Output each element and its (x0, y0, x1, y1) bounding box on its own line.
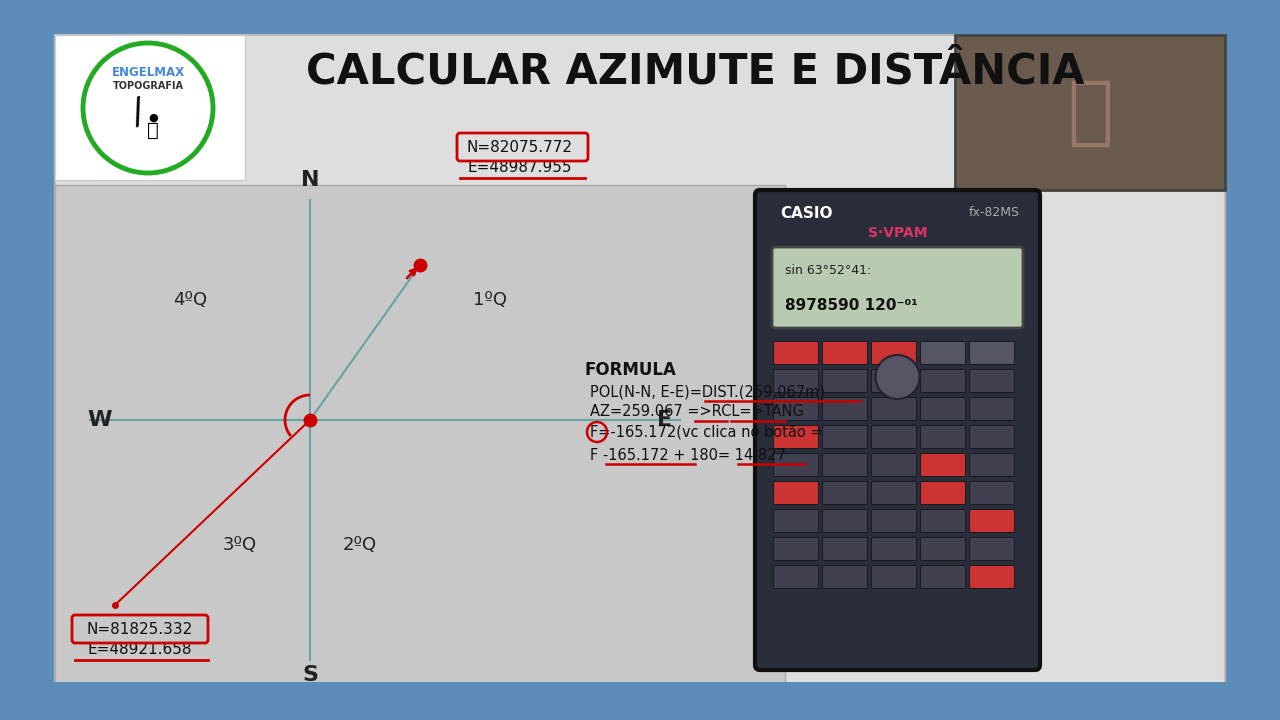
FancyBboxPatch shape (773, 565, 818, 588)
FancyBboxPatch shape (920, 482, 965, 505)
FancyBboxPatch shape (823, 482, 868, 505)
Text: ENGELMAX: ENGELMAX (111, 66, 184, 78)
FancyBboxPatch shape (920, 454, 965, 477)
FancyBboxPatch shape (823, 426, 868, 449)
FancyBboxPatch shape (755, 190, 1039, 670)
Text: CASIO: CASIO (780, 205, 832, 220)
Text: 4ºQ: 4ºQ (173, 291, 207, 309)
FancyBboxPatch shape (0, 0, 1280, 25)
FancyBboxPatch shape (773, 341, 818, 364)
FancyBboxPatch shape (969, 454, 1015, 477)
FancyBboxPatch shape (823, 565, 868, 588)
FancyBboxPatch shape (969, 397, 1015, 420)
FancyBboxPatch shape (772, 247, 1023, 328)
FancyBboxPatch shape (872, 369, 916, 392)
FancyBboxPatch shape (823, 454, 868, 477)
FancyBboxPatch shape (773, 454, 818, 477)
FancyBboxPatch shape (872, 565, 916, 588)
Text: N=81825.332: N=81825.332 (87, 623, 193, 637)
FancyBboxPatch shape (0, 682, 1280, 720)
FancyBboxPatch shape (969, 482, 1015, 505)
Text: AZ=259.067 =>RCL=>TANG: AZ=259.067 =>RCL=>TANG (590, 405, 804, 420)
FancyBboxPatch shape (872, 426, 916, 449)
Text: 2ºQ: 2ºQ (343, 536, 378, 554)
Text: N: N (301, 170, 319, 190)
Circle shape (876, 355, 919, 399)
Text: F=-165.172(vc clica no botão =: F=-165.172(vc clica no botão = (590, 425, 823, 439)
Text: S·VPAM: S·VPAM (868, 226, 927, 240)
FancyBboxPatch shape (955, 35, 1225, 190)
Text: S: S (302, 665, 317, 685)
Text: 8978590 120⁻⁰¹: 8978590 120⁻⁰¹ (785, 297, 918, 312)
FancyBboxPatch shape (773, 369, 818, 392)
Text: E=48921.658: E=48921.658 (88, 642, 192, 657)
FancyBboxPatch shape (969, 510, 1015, 533)
FancyBboxPatch shape (823, 510, 868, 533)
FancyBboxPatch shape (872, 397, 916, 420)
FancyBboxPatch shape (872, 538, 916, 560)
FancyBboxPatch shape (872, 454, 916, 477)
Text: CALCULAR AZIMUTE E DISTÂNCIA: CALCULAR AZIMUTE E DISTÂNCIA (306, 51, 1084, 93)
Text: F -165.172 + 180= 14.827: F -165.172 + 180= 14.827 (590, 448, 786, 462)
Text: E: E (658, 410, 672, 430)
Text: W: W (88, 410, 113, 430)
Text: E=48987.955: E=48987.955 (467, 161, 572, 176)
FancyBboxPatch shape (55, 185, 785, 685)
Text: 1ºQ: 1ºQ (474, 291, 507, 309)
FancyBboxPatch shape (920, 397, 965, 420)
FancyBboxPatch shape (920, 510, 965, 533)
FancyBboxPatch shape (55, 35, 1225, 685)
FancyBboxPatch shape (872, 482, 916, 505)
FancyBboxPatch shape (969, 538, 1015, 560)
FancyBboxPatch shape (920, 426, 965, 449)
Text: 👤: 👤 (1068, 76, 1112, 150)
FancyBboxPatch shape (920, 369, 965, 392)
FancyBboxPatch shape (920, 565, 965, 588)
FancyBboxPatch shape (969, 565, 1015, 588)
FancyBboxPatch shape (55, 35, 244, 180)
FancyBboxPatch shape (872, 341, 916, 364)
Text: 3ºQ: 3ºQ (223, 536, 257, 554)
FancyBboxPatch shape (823, 341, 868, 364)
FancyBboxPatch shape (969, 341, 1015, 364)
Text: ●: ● (148, 113, 157, 123)
FancyBboxPatch shape (920, 341, 965, 364)
Text: /: / (128, 94, 148, 130)
Text: TOPOGRAFIA: TOPOGRAFIA (113, 81, 183, 91)
FancyBboxPatch shape (773, 397, 818, 420)
FancyBboxPatch shape (872, 510, 916, 533)
FancyBboxPatch shape (773, 426, 818, 449)
FancyBboxPatch shape (969, 369, 1015, 392)
Text: fx-82MS: fx-82MS (969, 207, 1020, 220)
Text: POL(N-N, E-E)=DIST.(259.067m): POL(N-N, E-E)=DIST.(259.067m) (590, 384, 826, 400)
Text: N=82075.772: N=82075.772 (467, 140, 573, 156)
FancyBboxPatch shape (773, 538, 818, 560)
Text: FORMULA: FORMULA (584, 361, 676, 379)
FancyBboxPatch shape (823, 369, 868, 392)
FancyBboxPatch shape (823, 538, 868, 560)
FancyBboxPatch shape (969, 426, 1015, 449)
Text: sin 63°52°41:: sin 63°52°41: (785, 264, 872, 276)
FancyBboxPatch shape (920, 538, 965, 560)
FancyBboxPatch shape (773, 510, 818, 533)
FancyBboxPatch shape (773, 482, 818, 505)
Text: 🌍: 🌍 (147, 120, 159, 140)
FancyBboxPatch shape (823, 397, 868, 420)
